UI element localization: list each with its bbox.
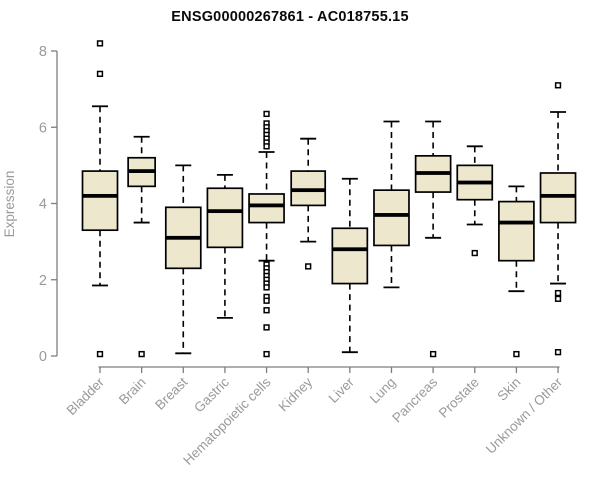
outlier-point — [96, 70, 104, 78]
iqr-box — [373, 189, 410, 247]
box-group-hematopoietic-cells — [248, 110, 285, 358]
median-line — [373, 213, 409, 217]
x-tick-label: Brain — [116, 375, 149, 408]
median-line — [457, 180, 493, 185]
outlier-point — [513, 350, 520, 358]
outlier-point — [554, 295, 562, 302]
outlier-point — [305, 263, 312, 270]
outlier-point — [96, 350, 104, 358]
x-tick-label: Gastric — [191, 374, 232, 415]
outlier-point — [263, 297, 270, 304]
chart-title: ENSG00000267861 - AC018755.15 — [171, 9, 408, 25]
y-tick-label: 8 — [39, 44, 47, 60]
iqr-box — [331, 227, 369, 285]
box-group-kidney — [290, 137, 327, 270]
iqr-box — [206, 187, 244, 249]
outlier-point — [263, 284, 270, 291]
box-group-pancreas — [414, 120, 452, 358]
outlier-point — [554, 82, 562, 89]
outlier-point — [263, 350, 270, 358]
outlier-point — [263, 324, 270, 331]
outlier-point — [471, 249, 478, 257]
y-axis-label: Expression — [2, 171, 17, 238]
median-line — [82, 193, 118, 198]
iqr-box — [81, 170, 119, 232]
outlier-point — [263, 143, 270, 150]
median-line — [207, 209, 243, 214]
box-group-breast — [164, 164, 202, 355]
outlier-point — [138, 350, 145, 358]
box-group-liver — [331, 177, 369, 354]
box-group-gastric — [206, 174, 244, 319]
median-line — [415, 171, 451, 175]
x-tick-label: Bladder — [64, 374, 108, 418]
outlier-point — [263, 110, 270, 118]
x-tick-label: Skin — [494, 375, 523, 404]
x-tick-label: Kidney — [276, 374, 316, 414]
median-line — [498, 220, 534, 225]
median-line — [128, 169, 156, 173]
x-tick-label: Prostate — [436, 375, 482, 421]
box-group-brain — [127, 135, 156, 358]
iqr-box — [248, 193, 285, 224]
outlier-point — [96, 40, 104, 47]
iqr-box — [498, 200, 535, 262]
median-line — [540, 193, 576, 198]
x-tick-label: Liver — [326, 374, 358, 406]
x-tick-label: Pancreas — [389, 374, 440, 425]
x-tick-label: Lung — [367, 375, 399, 407]
x-tick-label: Breast — [152, 374, 190, 412]
y-tick-label: 0 — [39, 349, 47, 365]
outlier-point — [554, 349, 562, 356]
outlier-point — [554, 289, 562, 297]
outlier-point — [263, 307, 270, 314]
outlier-point — [429, 350, 437, 358]
median-line — [165, 235, 201, 240]
y-tick-label: 4 — [39, 197, 47, 213]
box-group-lung — [373, 120, 410, 289]
y-tick-label: 6 — [39, 120, 47, 136]
median-line — [249, 203, 285, 208]
median-line — [332, 247, 368, 252]
median-line — [291, 188, 326, 193]
box-group-prostate — [456, 145, 494, 257]
box-group-unknown-other — [539, 82, 577, 356]
x-tick-label: Unknown / Other — [483, 374, 566, 457]
iqr-box — [290, 170, 327, 207]
box-group-skin — [498, 185, 535, 358]
y-tick-label: 2 — [39, 273, 47, 289]
box-group-bladder — [81, 40, 119, 358]
boxes-layer — [81, 40, 577, 358]
iqr-box — [539, 172, 577, 224]
